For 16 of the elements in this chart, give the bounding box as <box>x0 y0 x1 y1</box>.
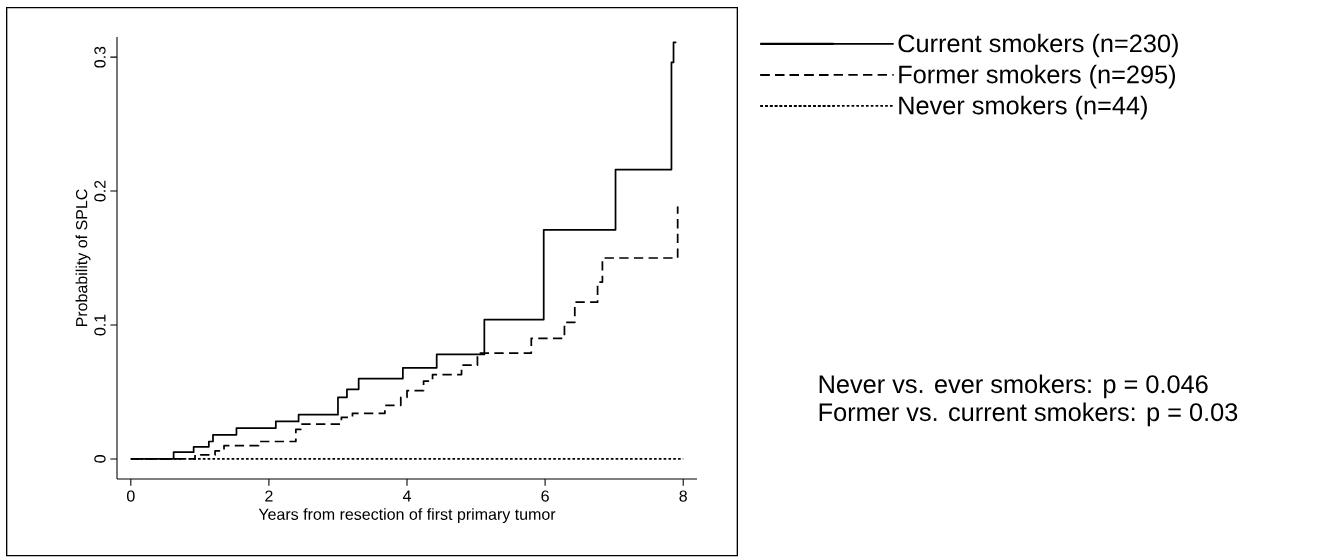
text: Former smokers (n=295) <box>899 64 1176 89</box>
y-tick-label: 0.2 <box>94 180 106 202</box>
text: Never vs. ever smokers: p = 0.046 <box>819 374 1208 399</box>
y-tick-label: 0.3 <box>94 46 106 68</box>
x-tick-label: 6 <box>541 490 549 502</box>
y-tick-label: 0.1 <box>94 314 106 336</box>
x-tick-label: 0 <box>126 490 135 502</box>
y-axis-title: Probability of SPLC <box>75 189 91 327</box>
y-tick-label: 0 <box>94 455 106 463</box>
text: Current smokers (n=230) <box>898 33 1178 58</box>
x-tick-label: 8 <box>679 490 687 502</box>
x-axis-title: Years from resection of first primary tumor <box>258 508 556 524</box>
text: Never smokers (n=44) <box>899 95 1147 120</box>
x-tick-label: 2 <box>265 490 273 502</box>
x-tick-label: 4 <box>402 490 411 502</box>
text: Former vs. current smokers: p = 0.03 <box>819 402 1238 427</box>
